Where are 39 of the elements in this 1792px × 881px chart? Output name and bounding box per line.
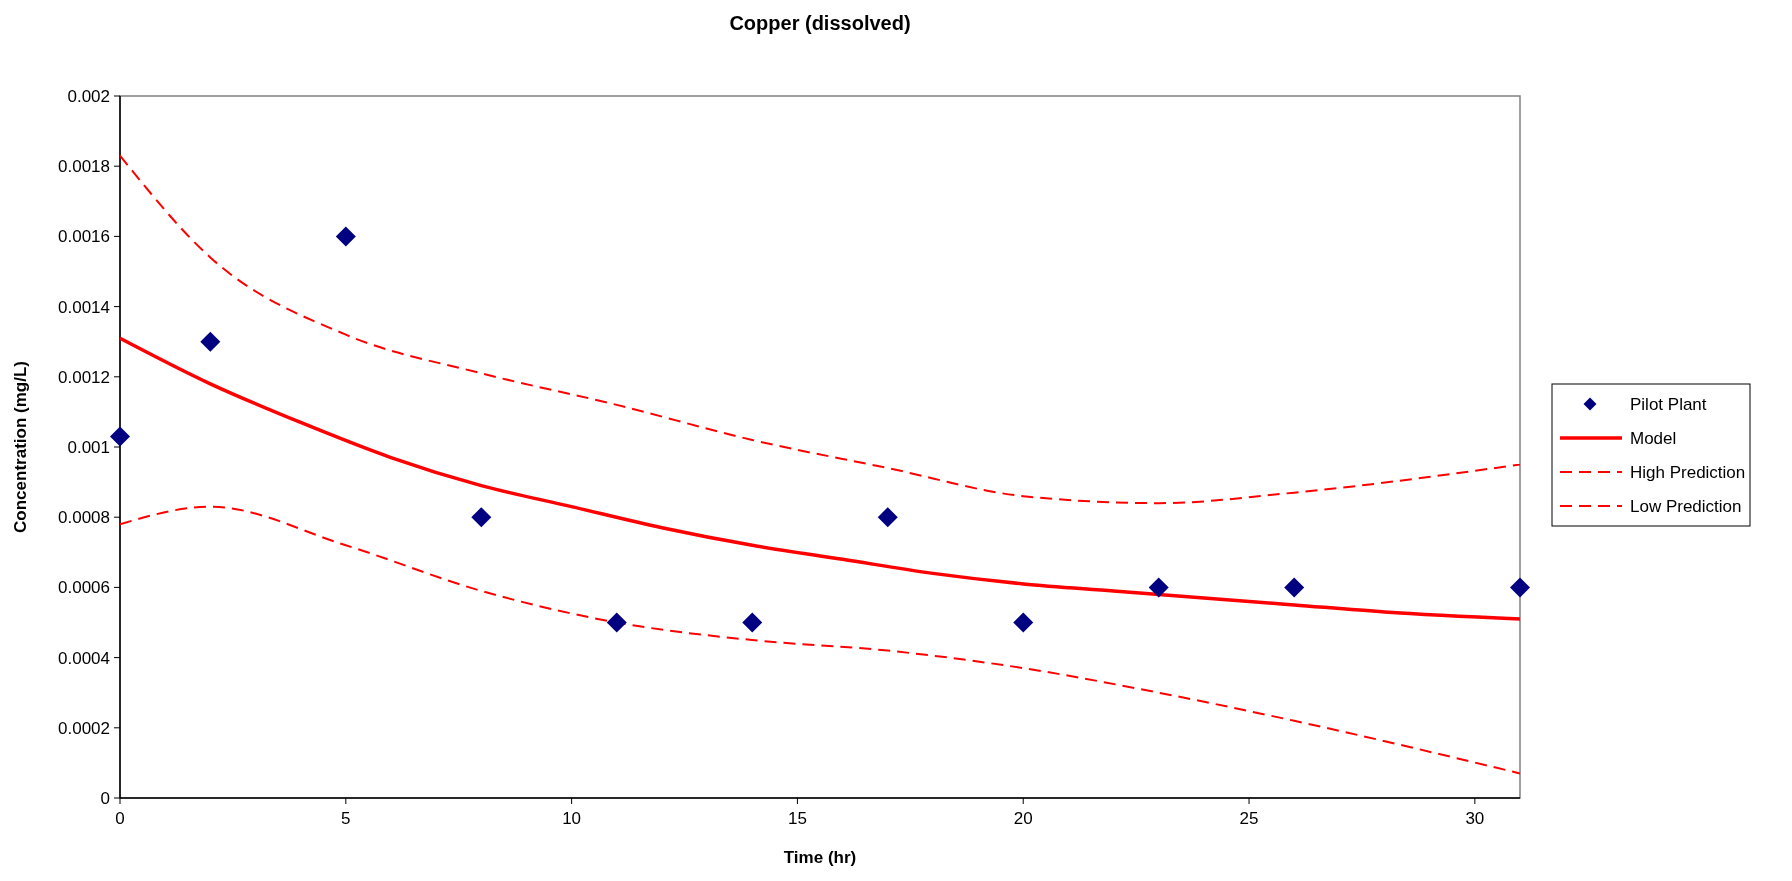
x-tick-label: 10: [562, 809, 582, 828]
y-tick-label: 0.0004: [58, 648, 110, 668]
point: [1013, 612, 1034, 633]
point: [335, 226, 356, 247]
legend-label: Low Prediction: [1630, 497, 1742, 516]
y-tick-label: 0.0006: [58, 578, 110, 598]
y-tick-label: 0.0016: [58, 227, 110, 247]
point: [200, 331, 221, 352]
y-tick-label: 0.001: [67, 438, 110, 457]
x-tick-label: 5: [341, 809, 351, 828]
point: [1284, 577, 1305, 598]
x-tick-label: 30: [1465, 809, 1485, 828]
y-tick-label: 0.0018: [58, 157, 110, 177]
point: [877, 507, 898, 528]
line-series: [119, 505, 1521, 775]
x-tick-label: 25: [1239, 809, 1259, 828]
x-tick-label: 20: [1013, 809, 1033, 828]
y-tick-label: 0.0012: [58, 367, 110, 387]
point: [1148, 577, 1169, 598]
y-tick-label: 0.0008: [58, 508, 110, 528]
legend-label: Pilot Plant: [1630, 395, 1707, 414]
y-tick-label: 0: [100, 789, 110, 808]
y-tick-label: 0.002: [67, 87, 110, 106]
y-axis-title: Concentration (mg/L): [11, 361, 30, 533]
y-tick-label: 0.0014: [58, 297, 110, 317]
point: [471, 507, 492, 528]
point: [110, 426, 130, 447]
point: [606, 612, 627, 633]
x-tick-label: 0: [115, 809, 125, 828]
y-tick-label: 0.0002: [58, 718, 110, 738]
point: [742, 612, 763, 633]
legend-label: High Prediction: [1630, 463, 1746, 482]
line-series: [118, 336, 1522, 621]
point: [1510, 577, 1530, 598]
x-tick-label: 15: [787, 809, 807, 828]
line-series: [119, 154, 1521, 505]
x-axis-title: Time (hr): [783, 848, 857, 867]
legend-label: Model: [1630, 429, 1677, 448]
chart-title: Copper (dissolved): [729, 12, 911, 34]
